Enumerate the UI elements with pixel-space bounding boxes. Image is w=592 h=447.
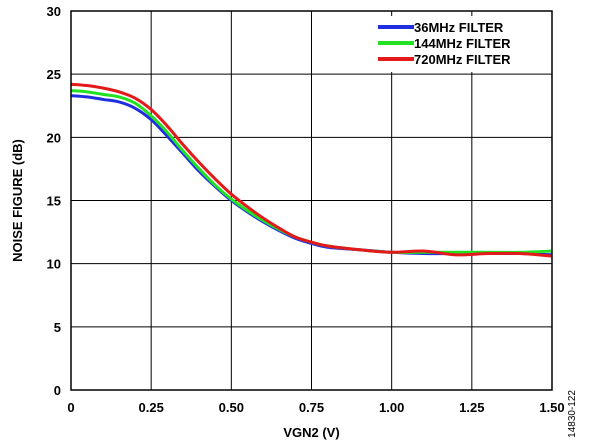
grid-lines — [71, 11, 552, 390]
x-tick-label: 0.50 — [219, 400, 244, 415]
y-axis-label: NOISE FIGURE (dB) — [10, 139, 25, 262]
y-tick-label: 25 — [47, 67, 61, 82]
x-tick-label: 1.25 — [459, 400, 484, 415]
legend-label: 36MHz FILTER — [414, 20, 504, 35]
x-tick-label: 1.00 — [379, 400, 404, 415]
y-tick-label: 10 — [47, 257, 61, 272]
plot-frame — [70, 10, 553, 391]
series-lines — [70, 82, 553, 258]
x-tick-label: 0.25 — [139, 400, 164, 415]
legend-label: 144MHz FILTER — [414, 36, 511, 51]
x-tick-label: 0.75 — [299, 400, 324, 415]
figure-id: 14830-122 — [567, 390, 578, 438]
y-tick-label: 30 — [47, 4, 61, 19]
x-tick-label: 1.50 — [539, 400, 564, 415]
y-tick-label: 20 — [47, 130, 61, 145]
y-tick-label: 5 — [54, 320, 61, 335]
y-tick-label: 0 — [54, 383, 61, 398]
legend-label: 720MHz FILTER — [414, 52, 511, 67]
x-axis-label: VGN2 (V) — [283, 425, 339, 440]
series-line — [70, 82, 553, 258]
y-tick-label: 15 — [47, 194, 61, 209]
y-tick-labels: 0 5 10 15 20 25 30 — [47, 4, 61, 398]
x-tick-label: 0 — [67, 400, 74, 415]
x-tick-labels: 0 0.25 0.50 0.75 1.00 1.25 1.50 — [67, 400, 564, 415]
